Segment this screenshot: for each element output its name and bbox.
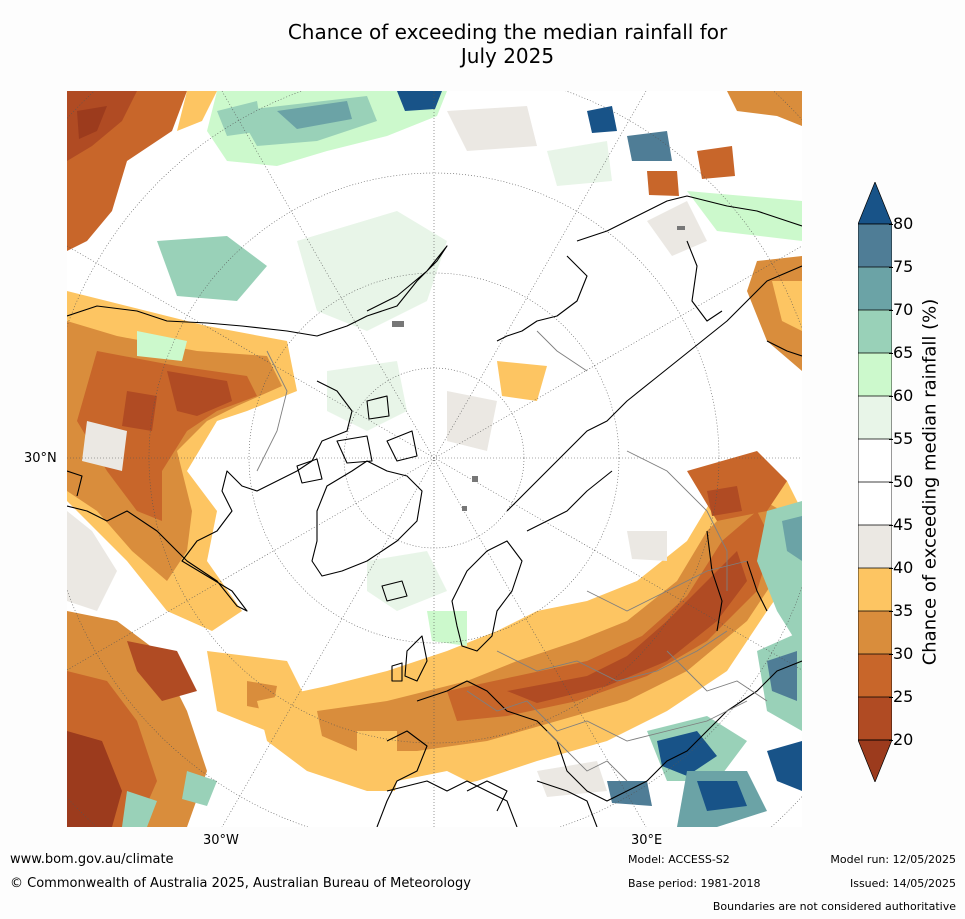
coast-north-america <box>67 245 448 612</box>
coast-iceland <box>381 580 408 602</box>
map-title-line-1: Chance of exceeding the median rainfall … <box>287 20 728 44</box>
colorbar-tick-65: 65 <box>888 343 914 362</box>
rainfall-outlook-map <box>67 91 802 827</box>
colorbar-band-40-45 <box>858 525 892 568</box>
coast-kamchatka <box>686 240 802 357</box>
colorbar-tick-60: 60 <box>888 386 914 405</box>
colorbar-arrow-top <box>858 182 892 225</box>
coast-greenland <box>311 460 423 577</box>
colorbar-band-50-55 <box>858 439 892 482</box>
colorbar-tick-35: 35 <box>888 601 914 620</box>
coastlines <box>67 195 802 827</box>
colorbar-tick-70: 70 <box>888 300 914 319</box>
colorbar-band-75-80 <box>858 224 892 267</box>
country-borders <box>256 330 768 782</box>
coast-russia-north <box>506 265 802 532</box>
coast-east-siberia <box>496 195 802 342</box>
colorbar <box>858 182 892 782</box>
longitude-label-30e: 30°E <box>631 833 663 848</box>
colorbar-band-55-60 <box>858 396 892 439</box>
probability-shading <box>67 91 802 827</box>
colorbar-tick-55: 55 <box>888 429 914 448</box>
colorbar-band-30-35 <box>858 611 892 654</box>
colorbar-band-70-75 <box>858 267 892 310</box>
colorbar-band-60-65 <box>858 353 892 396</box>
sea-ice-markers <box>392 226 685 511</box>
coast-africa <box>386 780 598 827</box>
colorbar-band-35-40 <box>858 568 892 611</box>
colorbar-tick-25: 25 <box>888 687 914 706</box>
map-title: Chance of exceeding the median rainfall … <box>170 20 845 68</box>
colorbar-label-text: Chance of exceeding median rainfall (%) <box>919 298 941 666</box>
colorbar-band-45-50 <box>858 482 892 525</box>
colorbar-tick-20: 20 <box>888 730 914 749</box>
latitude-label-30n: 30°N <box>24 451 57 466</box>
footer-model: Model: ACCESS-S2 <box>628 853 730 866</box>
colorbar-tick-75: 75 <box>888 257 914 276</box>
footer-issued-date: Issued: 14/05/2025 <box>849 877 956 890</box>
longitude-label-30w: 30°W <box>203 833 239 848</box>
coast-japan <box>706 530 768 632</box>
colorbar-tick-40: 40 <box>888 558 914 577</box>
coast-europe <box>376 540 802 827</box>
footer-copyright: © Commonwealth of Australia 2025, Austra… <box>10 876 471 891</box>
colorbar-tick-45: 45 <box>888 515 914 534</box>
footer-base-period: Base period: 1981-2018 <box>628 877 761 890</box>
colorbar-tick-30: 30 <box>888 644 914 663</box>
map-canvas <box>67 91 802 827</box>
colorbar-band-65-70 <box>858 310 892 353</box>
colorbar-tick-50: 50 <box>888 472 914 491</box>
map-title-line-2: July 2025 <box>460 44 555 68</box>
coast-british-isles <box>391 635 428 682</box>
colorbar-tick-80: 80 <box>888 214 914 233</box>
colorbar-arrow-bottom <box>858 739 892 782</box>
colorbar-band-20-25 <box>858 697 892 740</box>
footer-disclaimer: Boundaries are not considered authoritat… <box>712 900 956 913</box>
colorbar-band-25-30 <box>858 654 892 697</box>
graticule <box>67 91 802 827</box>
footer-model-run: Model run: 12/05/2025 <box>830 853 956 866</box>
footer-url-link[interactable]: www.bom.gov.au/climate <box>10 852 174 867</box>
